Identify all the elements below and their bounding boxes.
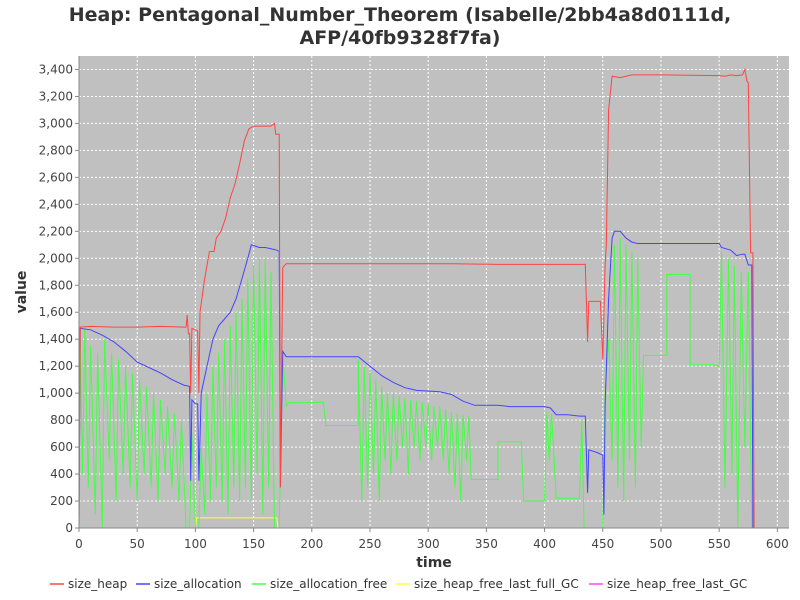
y-tick-label: 2,000 xyxy=(39,251,73,265)
x-tick-label: 300 xyxy=(417,537,440,551)
y-tick-label: 3,200 xyxy=(39,89,73,103)
legend-label-size-heap-free-last-full-GC: size_heap_free_last_full_GC xyxy=(414,577,579,591)
y-tick-label: 3,000 xyxy=(39,116,73,130)
x-tick-label: 50 xyxy=(130,537,145,551)
y-tick-label: 2,400 xyxy=(39,197,73,211)
legend-label-size-heap-free-last-GC: size_heap_free_last_GC xyxy=(607,577,747,591)
y-tick-label: 2,800 xyxy=(39,143,73,157)
x-tick-label: 400 xyxy=(533,537,556,551)
y-tick-label: 400 xyxy=(50,467,73,481)
legend: size_heap size_allocation size_allocation_… xyxy=(50,577,747,591)
y-tick-label: 200 xyxy=(50,494,73,508)
x-tick-label: 100 xyxy=(184,537,207,551)
x-tick-label: 450 xyxy=(591,537,614,551)
x-tick-label: 550 xyxy=(708,537,731,551)
y-tick-label: 1,400 xyxy=(39,332,73,346)
x-tick-label: 600 xyxy=(766,537,789,551)
y-tick-label: 0 xyxy=(65,521,73,535)
legend-label-size-heap: size_heap xyxy=(68,577,127,591)
y-tick-label: 2,600 xyxy=(39,170,73,184)
plot-area xyxy=(79,56,789,528)
x-tick-label: 500 xyxy=(650,537,673,551)
x-tick-label: 350 xyxy=(475,537,498,551)
y-tick-label: 1,000 xyxy=(39,386,73,400)
series-line-size-heap xyxy=(78,67,755,529)
chart-title-line-1: Heap: Pentagonal_Number_Theorem (Isabell… xyxy=(69,4,732,26)
y-tick-label: 1,800 xyxy=(39,278,73,292)
y-axis-label: value xyxy=(14,271,30,314)
y-tick-label: 2,200 xyxy=(39,224,73,238)
x-tick-label: 200 xyxy=(300,537,323,551)
x-axis-label: time xyxy=(416,555,452,571)
y-tick-label: 600 xyxy=(50,440,73,454)
axes: 0 200 400 600 800 1,000 1,200 1,400 1,600 1,800 2,… xyxy=(39,56,789,551)
x-tick-label: 250 xyxy=(359,537,382,551)
x-tick-label: 0 xyxy=(75,537,83,551)
y-tick-label: 1,200 xyxy=(39,359,73,373)
chart-title-line-2: AFP/40fb9328f7fa) xyxy=(300,27,501,49)
x-tick-label: 150 xyxy=(242,537,265,551)
y-tick-label: 800 xyxy=(50,413,73,427)
legend-label-size-allocation-free: size_allocation_free xyxy=(270,577,387,591)
series-line-size-allocation xyxy=(78,230,755,529)
series-line-size-allocation-free xyxy=(78,238,755,529)
y-tick-label: 1,600 xyxy=(39,305,73,319)
legend-label-size-allocation: size_allocation xyxy=(154,577,242,591)
y-tick-label: 3,400 xyxy=(39,62,73,76)
